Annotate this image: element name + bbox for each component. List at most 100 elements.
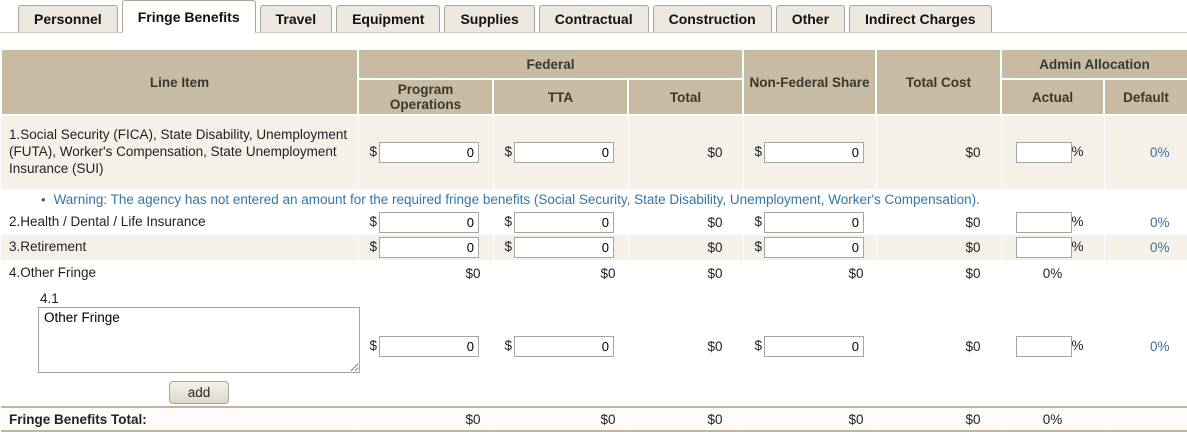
subrow-non-federal-input[interactable] — [764, 336, 865, 357]
tab-other[interactable]: Other — [775, 5, 846, 32]
subrow-tta-input[interactable] — [514, 336, 615, 357]
currency-symbol: $ — [754, 144, 763, 160]
tab-construction[interactable]: Construction — [652, 5, 772, 32]
row2-program-operations-cell: $ — [358, 210, 494, 235]
header-federal: Federal — [357, 48, 744, 80]
row2-program-operations-input[interactable] — [379, 212, 480, 233]
subrow-actual-input[interactable] — [1015, 336, 1072, 357]
warning-row: • Warning: The agency has not entered an … — [1, 189, 1187, 210]
currency-symbol: $ — [369, 338, 378, 354]
row4-federal-total: $0 — [628, 260, 744, 287]
row3-program-operations-cell: $ — [358, 235, 494, 260]
header-admin-allocation: Admin Allocation — [1000, 48, 1187, 80]
currency-symbol: $ — [369, 144, 378, 160]
row2-default-value: 0% — [1104, 210, 1187, 235]
warning-message: • Warning: The agency has not entered an … — [1, 189, 1187, 210]
sub-row-4-1: 4.1 Other Fringe add $ $ $0 $ $0 % 0% — [1, 287, 1187, 407]
row3-tta-input[interactable] — [514, 237, 615, 258]
row2-non-federal-input[interactable] — [764, 212, 865, 233]
row3-non-federal-input[interactable] — [764, 237, 865, 258]
add-button[interactable]: add — [168, 381, 230, 404]
tab-bar: Personnel Fringe Benefits Travel Equipme… — [0, 0, 1187, 33]
row1-actual-cell: % — [1001, 115, 1105, 189]
row3-non-federal-cell: $ — [743, 235, 877, 260]
row1-non-federal-cell: $ — [743, 115, 877, 189]
currency-symbol: $ — [504, 144, 513, 160]
line-item-label: 2.Health / Dental / Life Insurance — [1, 210, 359, 235]
footer-federal-total: $0 — [628, 406, 744, 432]
currency-symbol: $ — [369, 214, 378, 230]
row1-program-operations-cell: $ — [358, 115, 494, 189]
table-row: 2.Health / Dental / Life Insurance $ $ $… — [1, 210, 1187, 235]
row1-default-value: 0% — [1104, 115, 1187, 189]
tab-travel[interactable]: Travel — [259, 5, 333, 32]
footer-actual: 0% — [1001, 406, 1105, 432]
header-federal-total: Total — [627, 78, 744, 116]
row2-actual-input[interactable] — [1015, 212, 1072, 233]
footer-non-federal: $0 — [743, 406, 877, 432]
sub-row-line-item-cell: 4.1 Other Fringe add — [1, 287, 360, 407]
tab-equipment[interactable]: Equipment — [336, 5, 441, 32]
subrow-non-federal-cell: $ — [743, 287, 877, 407]
row2-tta-input[interactable] — [514, 212, 615, 233]
bullet-icon: • — [41, 192, 46, 207]
row3-actual-input[interactable] — [1015, 237, 1072, 258]
sub-row-number: 4.1 — [40, 291, 59, 306]
line-item-label: 3.Retirement — [1, 235, 359, 260]
tab-indirect-charges[interactable]: Indirect Charges — [849, 5, 992, 32]
row3-actual-cell: % — [1001, 235, 1105, 260]
row4-program-operations: $0 — [358, 260, 494, 287]
subrow-program-operations-input[interactable] — [379, 336, 480, 357]
row2-non-federal-cell: $ — [743, 210, 877, 235]
tab-contractual[interactable]: Contractual — [538, 5, 649, 32]
row2-federal-total: $0 — [628, 210, 744, 235]
row4-default — [1104, 260, 1187, 287]
currency-symbol: $ — [369, 239, 378, 255]
percent-symbol: % — [1071, 239, 1084, 255]
subrow-federal-total: $0 — [628, 287, 744, 407]
row4-actual: 0% — [1001, 260, 1105, 287]
fringe-benefits-table: Line Item Federal Non-Federal Share Tota… — [0, 48, 1187, 432]
row4-non-federal: $0 — [743, 260, 877, 287]
footer-tta: $0 — [493, 406, 629, 432]
row1-federal-total: $0 — [628, 115, 744, 189]
row2-total-cost: $0 — [876, 210, 1002, 235]
row2-actual-cell: % — [1001, 210, 1105, 235]
table-row: 4.Other Fringe $0 $0 $0 $0 $0 0% — [1, 260, 1187, 287]
footer-label: Fringe Benefits Total: — [1, 406, 359, 432]
percent-symbol: % — [1071, 214, 1084, 230]
header-program-operations: Program Operations — [357, 78, 494, 116]
row4-total-cost: $0 — [876, 260, 1002, 287]
row3-program-operations-input[interactable] — [379, 237, 480, 258]
tab-supplies[interactable]: Supplies — [444, 5, 535, 32]
header-default: Default — [1103, 78, 1187, 116]
row1-total-cost: $0 — [876, 115, 1002, 189]
fringe-benefits-total-row: Fringe Benefits Total: $0 $0 $0 $0 $0 0% — [1, 406, 1187, 432]
percent-symbol: % — [1071, 144, 1084, 160]
footer-program-operations: $0 — [358, 406, 494, 432]
header-total-cost: Total Cost — [875, 48, 1002, 116]
row1-tta-input[interactable] — [514, 142, 615, 163]
subrow-total-cost: $0 — [876, 287, 1002, 407]
row1-non-federal-input[interactable] — [764, 142, 865, 163]
row3-total-cost: $0 — [876, 235, 1002, 260]
tab-fringe-benefits[interactable]: Fringe Benefits — [121, 0, 256, 33]
footer-total-cost: $0 — [876, 406, 1002, 432]
row1-program-operations-input[interactable] — [379, 142, 480, 163]
line-item-label: 4.Other Fringe — [1, 260, 359, 287]
header-non-federal-share: Non-Federal Share — [742, 48, 877, 116]
row3-tta-cell: $ — [493, 235, 629, 260]
row4-tta: $0 — [493, 260, 629, 287]
header-line-item: Line Item — [0, 48, 359, 116]
subrow-actual-cell: % — [1001, 287, 1105, 407]
currency-symbol: $ — [754, 239, 763, 255]
currency-symbol: $ — [504, 214, 513, 230]
other-fringe-description-textarea[interactable]: Other Fringe — [38, 307, 360, 373]
warning-text: Warning: The agency has not entered an a… — [53, 192, 980, 207]
row1-actual-input[interactable] — [1015, 142, 1072, 163]
tab-personnel[interactable]: Personnel — [18, 5, 118, 32]
table-row: 3.Retirement $ $ $0 $ $0 % 0% — [1, 235, 1187, 260]
subrow-program-operations-cell: $ — [358, 287, 494, 407]
header-actual: Actual — [1000, 78, 1105, 116]
row3-default-value: 0% — [1104, 235, 1187, 260]
